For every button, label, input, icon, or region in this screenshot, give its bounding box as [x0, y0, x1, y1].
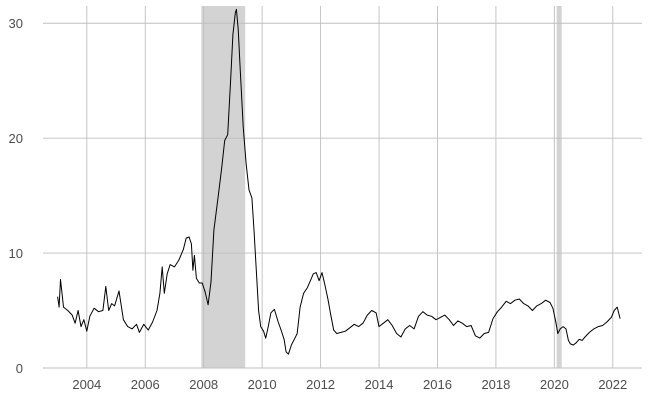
x-tick-label: 2022 [598, 377, 627, 392]
x-axis-tick-labels: 2004 2006 2008 2010 2012 2014 2016 2018 2020 2022 [72, 377, 627, 392]
y-tick-label: 10 [9, 246, 23, 261]
shaded-period-1 [201, 6, 246, 368]
y-tick-label: 0 [16, 361, 23, 376]
recession-shading-layer [201, 6, 562, 368]
x-tick-label: 2006 [131, 377, 160, 392]
x-tick-label: 2012 [306, 377, 335, 392]
y-tick-label: 20 [9, 131, 23, 146]
y-tick-label: 30 [9, 16, 23, 31]
x-tick-label: 2008 [189, 377, 218, 392]
x-tick-label: 2004 [72, 377, 101, 392]
series-layer [57, 8, 621, 355]
x-tick-label: 2020 [540, 377, 569, 392]
shaded-period-2 [556, 6, 562, 368]
x-tick-label: 2016 [423, 377, 452, 392]
x-tick-label: 2018 [481, 377, 510, 392]
x-tick-label: 2010 [248, 377, 277, 392]
series-line-1 [57, 8, 621, 355]
grid-lines [43, 6, 642, 369]
y-axis-tick-labels: 0 10 20 30 [9, 16, 23, 376]
x-tick-label: 2014 [365, 377, 394, 392]
